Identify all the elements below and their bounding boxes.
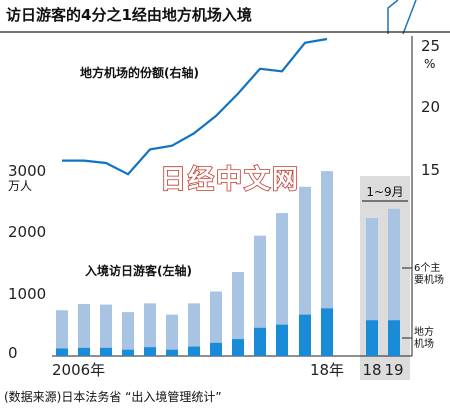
left-tick-1000: 1000 (8, 285, 46, 303)
bar-total-visitors (166, 314, 178, 356)
x-tick-label: 2006年 (52, 361, 105, 379)
watermark: 日经中文网 (160, 164, 300, 195)
local-airport-share-line (62, 37, 328, 176)
bar-local-airports (210, 342, 222, 356)
bar-local-airports (122, 349, 134, 356)
right-tick-15: 15 (421, 161, 440, 179)
bar-local-airports (56, 348, 68, 356)
bar-total-visitors (78, 303, 90, 356)
bar-local-airports (388, 320, 400, 356)
right-axis-unit: % (424, 57, 435, 71)
x-tick-label: 18 (362, 361, 381, 379)
bar-local-airports (254, 327, 266, 356)
bar-local-airports (188, 346, 200, 356)
bar-total-visitors (388, 208, 400, 356)
bars-group (56, 171, 400, 356)
left-tick-3000: 3000 (8, 162, 46, 180)
bar-local-airports (166, 349, 178, 356)
corner-line (387, 0, 399, 34)
bar-local-airports (100, 347, 112, 356)
bar-local-airports (321, 308, 333, 356)
ytd-panel-label: 1~9月 (366, 185, 403, 199)
left-axis-unit: 万人 (8, 179, 32, 193)
bar-total-visitors (144, 303, 156, 356)
bar-local-airports (144, 347, 156, 356)
x-tick-label: 19 (384, 361, 403, 379)
annotation-local-airports-2: 机场 (414, 337, 434, 350)
bar-total-visitors (276, 213, 288, 356)
bar-local-airports (232, 339, 244, 356)
annotation-major-airports-1: 6个主 (414, 262, 440, 274)
right-tick-25: 25 (421, 37, 440, 55)
bar-total-visitors (299, 186, 311, 356)
bar-local-airports (299, 314, 311, 356)
annotation-major-airports-2: 要机场 (414, 273, 444, 286)
chart-title: 访日游客的4分之1经由地方机场入境 (6, 6, 252, 24)
annotation-local-airports-1: 地方 (414, 325, 434, 338)
bar-total-visitors (56, 310, 68, 356)
bar-local-airports (276, 324, 288, 356)
bar-total-visitors (122, 312, 134, 356)
visitors-series-label: 入境访日游客(左轴) (85, 263, 192, 278)
corner-line (402, 0, 417, 35)
line-series-label: 地方机场的份额(右轴) (80, 65, 199, 80)
source-note: (数据来源)日本法务省 “出入境管理统计” (4, 389, 222, 404)
bar-local-airports (366, 320, 378, 356)
bar-local-airports (78, 347, 90, 356)
bar-total-visitors (100, 304, 112, 356)
bar-total-visitors (188, 303, 200, 356)
left-tick-2000: 2000 (8, 223, 46, 241)
bar-total-visitors (210, 291, 222, 356)
x-tick-label: 18年 (310, 361, 344, 379)
left-tick-0: 0 (8, 344, 18, 362)
x-tick-labels: 2006年 18年 18 19 (52, 361, 404, 379)
bar-total-visitors (232, 272, 244, 356)
right-tick-20: 20 (421, 98, 440, 116)
bar-total-visitors (254, 235, 266, 356)
